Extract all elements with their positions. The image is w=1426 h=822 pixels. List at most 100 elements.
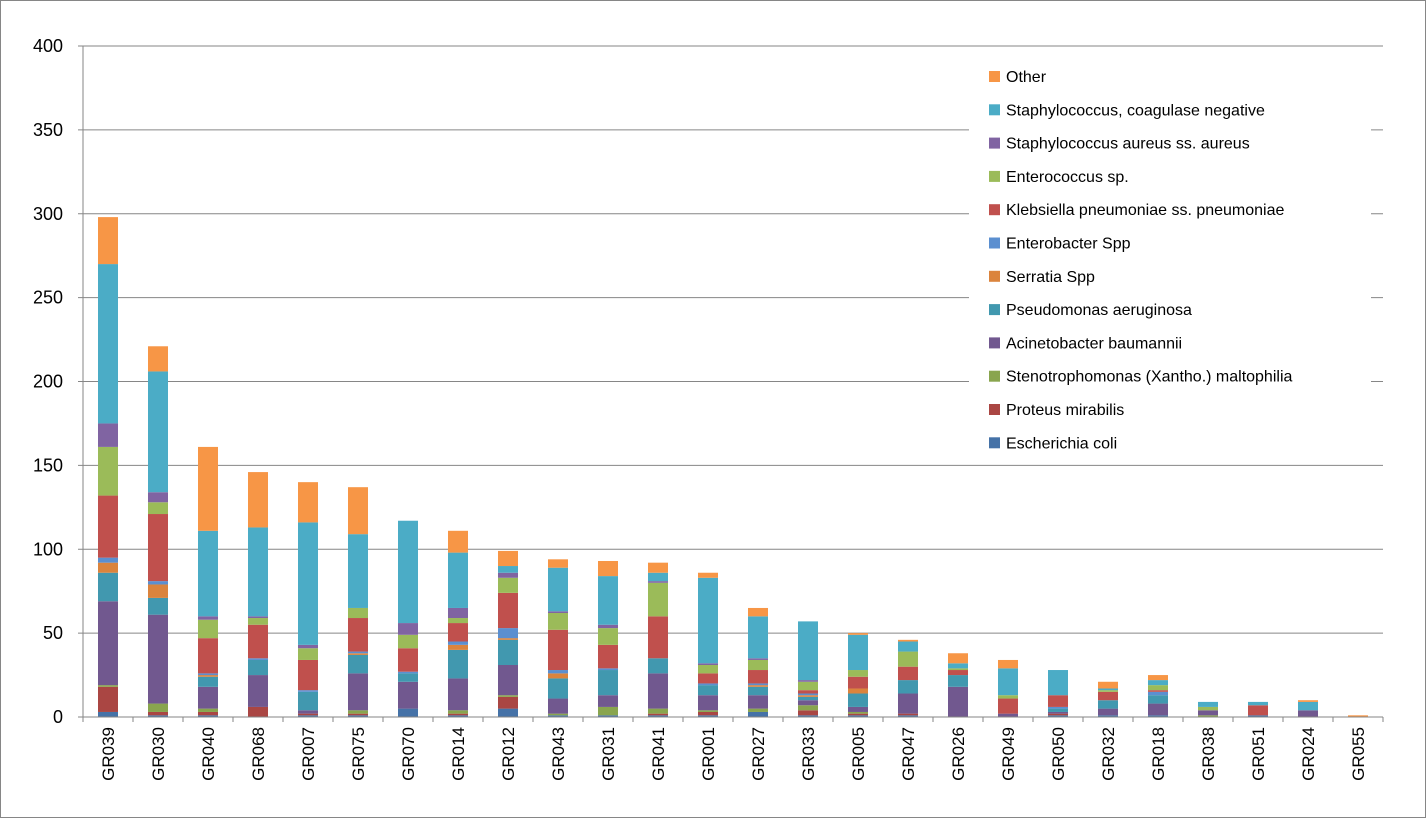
bar-segment — [798, 715, 818, 717]
legend-swatch — [989, 104, 1000, 116]
bar-segment — [698, 711, 718, 716]
bar-segment — [1148, 703, 1168, 716]
bar-segment — [698, 663, 718, 665]
legend-swatch — [989, 237, 1000, 249]
bar-segment — [498, 572, 518, 578]
bar-segment — [148, 614, 168, 704]
x-axis: GR039 GR030 GR040 GR068 GR007 GR075 GR070 GR014… — [82, 716, 1384, 781]
x-tick-label: GR068 — [249, 727, 268, 781]
bar-segment — [648, 713, 668, 716]
legend-label: Other — [1006, 69, 1047, 86]
bar-segment — [98, 264, 118, 424]
bar-segment — [798, 696, 818, 701]
bar-segment — [798, 710, 818, 716]
bar-segment — [748, 607, 768, 617]
bar-segment — [148, 514, 168, 582]
y-tick-label: 200 — [33, 372, 63, 392]
bar-segment — [398, 623, 418, 635]
bar-segment — [498, 628, 518, 639]
bar-segment — [648, 616, 668, 659]
legend-swatch — [989, 404, 1000, 415]
bar-segment — [898, 651, 918, 667]
bar-segment — [448, 644, 468, 650]
bar-segment — [798, 690, 818, 694]
bar-segment — [548, 611, 568, 613]
x-tick-label: GR005 — [849, 727, 868, 781]
legend-swatch — [989, 337, 1000, 349]
bar-segment — [598, 624, 618, 629]
bar-segment — [648, 715, 668, 717]
bar-segment — [198, 638, 218, 674]
bar-segment — [748, 616, 768, 659]
bar-segment — [798, 681, 818, 691]
bar-segment — [548, 673, 568, 679]
legend-swatch — [989, 270, 1000, 282]
x-tick-label: GR024 — [1299, 727, 1318, 781]
bar-segment — [1148, 695, 1168, 704]
bar-segment — [1098, 691, 1118, 701]
bar-segment — [98, 446, 118, 496]
bar-segment — [498, 550, 518, 567]
bar-segment — [148, 715, 168, 717]
bar-segment — [648, 708, 668, 714]
bar-segment — [98, 686, 118, 712]
legend-label: Escherichia coli — [1006, 435, 1117, 452]
legend-label: Proteus mirabilis — [1006, 402, 1124, 419]
bar-segment — [248, 675, 268, 707]
bar-segment — [98, 601, 118, 686]
bar-segment — [198, 675, 218, 677]
bar-segment — [98, 423, 118, 447]
bar-segment — [198, 619, 218, 639]
bar-segment — [948, 675, 968, 687]
bar-segment — [548, 713, 568, 716]
x-tick-label: GR030 — [149, 727, 168, 781]
bar-segment — [898, 680, 918, 694]
bar-segment — [1198, 706, 1218, 711]
y-tick-label: 150 — [33, 455, 63, 475]
bar-segment — [398, 681, 418, 709]
bar-segment — [1248, 715, 1268, 717]
legend-label: Enterobacter Spp — [1006, 236, 1131, 253]
bar-segment — [598, 576, 618, 625]
bar-segment — [648, 673, 668, 709]
bar-segment — [748, 708, 768, 712]
bar-segment — [598, 560, 618, 577]
bar-segment — [798, 700, 818, 706]
bar-segment — [498, 695, 518, 697]
bar-segment — [898, 715, 918, 717]
x-tick-label: GR050 — [1049, 727, 1068, 781]
x-tick-label: GR038 — [1199, 727, 1218, 781]
x-tick-label: GR070 — [399, 727, 418, 781]
bar-segment — [648, 562, 668, 573]
bar-segment — [348, 651, 368, 654]
bar-segment — [1098, 688, 1118, 691]
bars — [98, 217, 1368, 717]
x-tick-label: GR027 — [749, 727, 768, 781]
bar-segment — [798, 705, 818, 711]
bar-segment — [898, 641, 918, 652]
bar-segment — [248, 658, 268, 660]
bar-segment — [498, 577, 518, 593]
bar-segment — [698, 695, 718, 711]
bar-segment — [448, 641, 468, 645]
bar-segment — [448, 607, 468, 619]
bar-segment — [748, 670, 768, 684]
bar-segment — [348, 618, 368, 652]
bar-segment — [248, 527, 268, 617]
bar-segment — [98, 557, 118, 563]
bar-segment — [98, 572, 118, 602]
legend: Other Staphylococcus, coagulase negative S… — [969, 59, 1371, 461]
bar-segment — [698, 715, 718, 717]
legend-label: Acinetobacter baumannii — [1006, 335, 1182, 352]
bar-segment — [998, 713, 1018, 717]
bar-segment — [1098, 715, 1118, 717]
legend-label: Staphylococcus, coagulase negative — [1006, 102, 1265, 119]
bar-segment — [748, 683, 768, 686]
bar-segment — [298, 659, 318, 691]
bar-segment — [448, 713, 468, 716]
x-tick-label: GR007 — [299, 727, 318, 781]
bar-segment — [298, 690, 318, 692]
bar-segment — [798, 693, 818, 696]
